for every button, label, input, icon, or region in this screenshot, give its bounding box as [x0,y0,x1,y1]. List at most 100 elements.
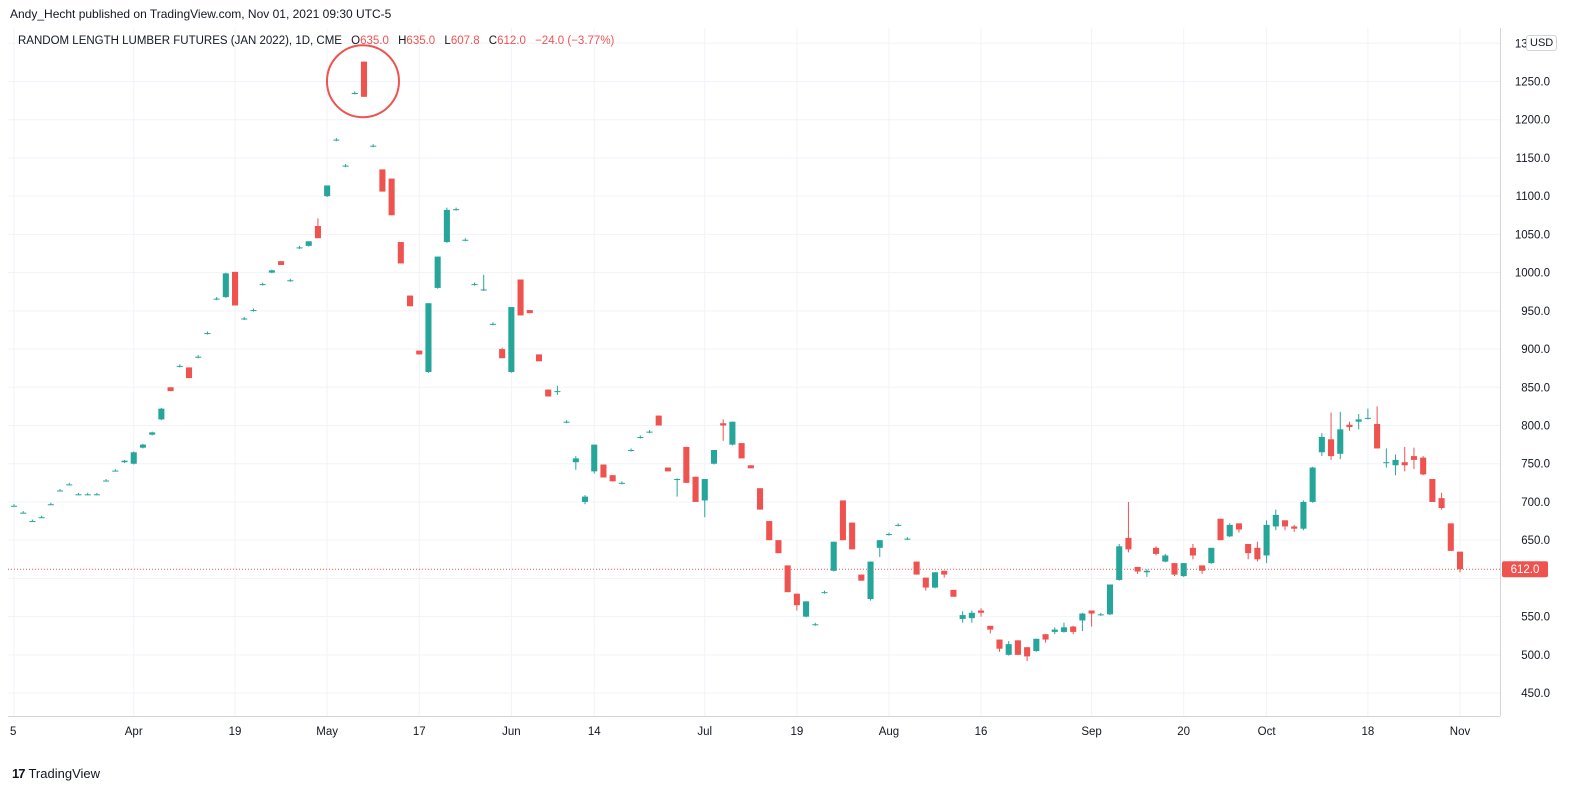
open-label: O [351,35,361,47]
candle [701,479,708,518]
candle [1401,446,1408,472]
candle-body [618,482,625,484]
candle-body [1438,498,1445,509]
candle-body [499,349,506,359]
last-price-tag: 612.0 [1502,561,1548,578]
candle-body [609,475,616,482]
candle [1189,544,1196,560]
candle [1079,612,1086,632]
candle [1272,509,1279,531]
candle-body [443,209,450,243]
y-tick-label: 750.0 [1521,459,1550,471]
candle-body [1337,429,1344,454]
x-tick-label: 16 [975,726,988,738]
candle [729,421,736,446]
candle [563,420,570,424]
last-price-tag-label: 612.0 [1511,564,1540,576]
close-label: C [488,35,498,47]
candle-body [1079,613,1086,621]
candle-body [996,639,1003,649]
candle [812,622,819,626]
candle-body [674,479,681,481]
candle [66,482,73,486]
candle [1125,501,1132,553]
candle-body [941,570,948,575]
candle-body [259,284,266,286]
candle-body [600,464,607,478]
candle [987,625,994,634]
candle [360,61,368,97]
candle [904,537,911,541]
candle-body [1088,610,1095,614]
candle [1300,500,1307,531]
candle [535,354,543,362]
open-value: 635.0 [360,35,389,47]
brand-label: TradingView [28,766,101,781]
y-tick-label: 850.0 [1521,382,1550,394]
currency-button[interactable]: USD [1526,35,1558,51]
candle [720,419,727,441]
candle-body [1355,419,1362,422]
candle-body [959,615,966,619]
candle [1364,408,1371,420]
candle-body [1208,547,1215,564]
candle-body [1060,627,1068,632]
candle [830,541,837,572]
y-tick-label: 1200.0 [1515,115,1550,127]
candle [618,481,625,485]
candle-body [370,145,377,147]
candle [443,207,450,243]
candle-body [1410,456,1417,460]
candle [1033,638,1040,652]
candle [710,449,718,465]
candle [628,448,635,452]
candle [1042,634,1049,643]
candle [480,274,487,291]
y-tick-label: 1150.0 [1516,153,1550,165]
high-value: 635.0 [406,35,436,47]
candle [683,446,690,483]
candle-body [1125,537,1132,550]
candle-body [139,444,146,448]
candle [176,364,183,368]
candle [213,297,220,301]
candle-body [1401,462,1408,466]
annotation-circle [325,44,400,119]
candle [1447,523,1454,551]
candle [692,476,699,502]
candle [1235,523,1242,533]
candle [1116,544,1123,581]
candle-body [554,391,561,393]
candle-body [47,504,54,506]
x-tick-label: 14 [588,726,601,738]
candle [572,456,579,470]
candle [1420,456,1427,476]
candle-body [1318,436,1325,453]
candle [1346,421,1353,431]
candle-body [1429,479,1436,502]
low-label: L [444,35,451,47]
candle [370,144,377,148]
candle-body [1014,640,1021,655]
candle-body [508,307,515,372]
x-tick-label: 18 [1361,726,1374,738]
candle-body [849,522,856,550]
candle-body [766,521,773,541]
candle [849,522,856,550]
candle [885,532,893,536]
candle-body [1309,467,1316,502]
candle-body [1235,523,1242,530]
candle-body [480,289,487,291]
candle-body [1189,547,1196,556]
candle [655,415,662,426]
candle [1291,524,1298,532]
candle [195,355,202,359]
candle [416,350,423,355]
candle [508,307,515,373]
candle-body [38,517,45,519]
candle [1097,612,1104,616]
candle-body [968,612,975,619]
candles [10,61,1464,661]
last-price-tag-bg [1502,561,1548,578]
